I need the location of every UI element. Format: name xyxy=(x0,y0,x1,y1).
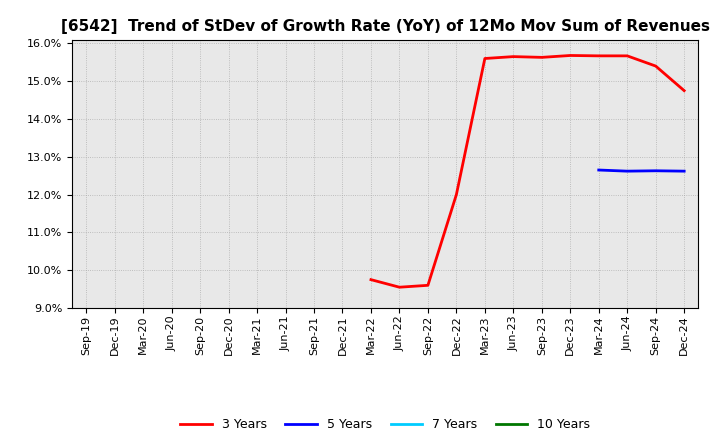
Legend: 3 Years, 5 Years, 7 Years, 10 Years: 3 Years, 5 Years, 7 Years, 10 Years xyxy=(176,413,595,436)
Title: [6542]  Trend of StDev of Growth Rate (YoY) of 12Mo Mov Sum of Revenues: [6542] Trend of StDev of Growth Rate (Yo… xyxy=(60,19,710,34)
